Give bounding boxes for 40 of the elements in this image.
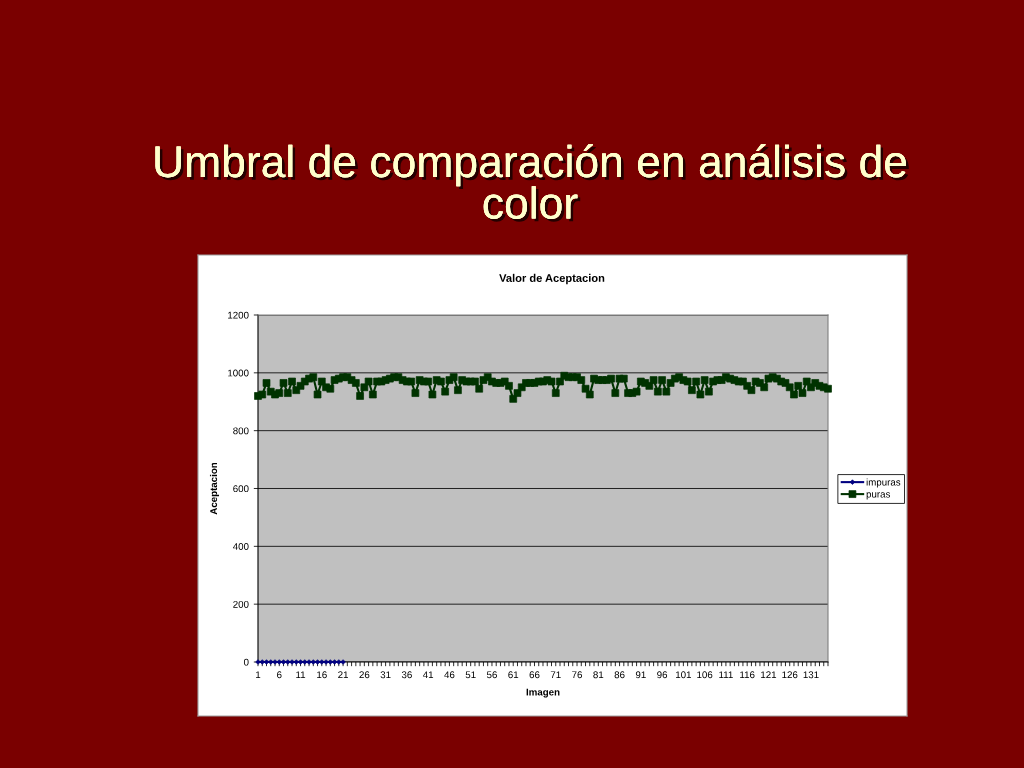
x-tick-label: 131 [803,671,819,679]
y-tick-label: 600 [233,485,249,493]
legend-label: impuras [866,478,901,488]
y-axis-title: Aceptacion [209,462,220,515]
x-tick-label: 116 [740,671,755,679]
x-tick-label: 126 [782,671,798,679]
x-tick-label: 76 [572,671,583,679]
chart-subtitle: Valor de Aceptacion [499,273,605,285]
y-tick-label: 400 [232,543,249,550]
x-tick-label: 36 [401,671,412,679]
y-tick-label: 200 [233,600,249,608]
x-tick-label: 61 [508,671,519,679]
x-tick-label: 56 [486,671,497,679]
x-tick-label: 26 [359,671,370,679]
x-tick-label: 86 [614,671,625,679]
x-tick-label: 81 [593,671,604,679]
x-tick-label: 121 [761,671,777,679]
chart-title: Umbral de comparación en análisis de color [155,144,909,222]
y-tick-label: 1200 [228,311,249,319]
x-tick-label: 71 [550,671,561,679]
x-tick-label: 101 [676,671,692,679]
x-tick-label: 66 [529,671,540,679]
x-tick-label: 111 [719,671,733,679]
x-tick-label: 41 [422,671,434,679]
x-tick-label: 96 [657,671,668,679]
x-tick-label: 16 [317,671,327,679]
x-tick-label: 31 [380,671,391,679]
x-tick-label: 51 [465,671,476,679]
x-tick-label: 46 [444,671,455,679]
y-tick-label: 1000 [228,369,249,377]
x-tick-label: 1 [256,671,261,679]
x-tick-label: 11 [296,671,306,679]
x-tick-label: 91 [635,671,646,679]
x-axis-title: Imagen [526,688,560,698]
x-tick-label: 21 [338,671,349,679]
legend-label: puras [866,492,891,500]
x-tick-label: 106 [697,671,713,679]
y-tick-label: 0 [243,658,249,666]
y-tick-label: 800 [233,427,249,435]
x-tick-label: 6 [277,671,282,679]
